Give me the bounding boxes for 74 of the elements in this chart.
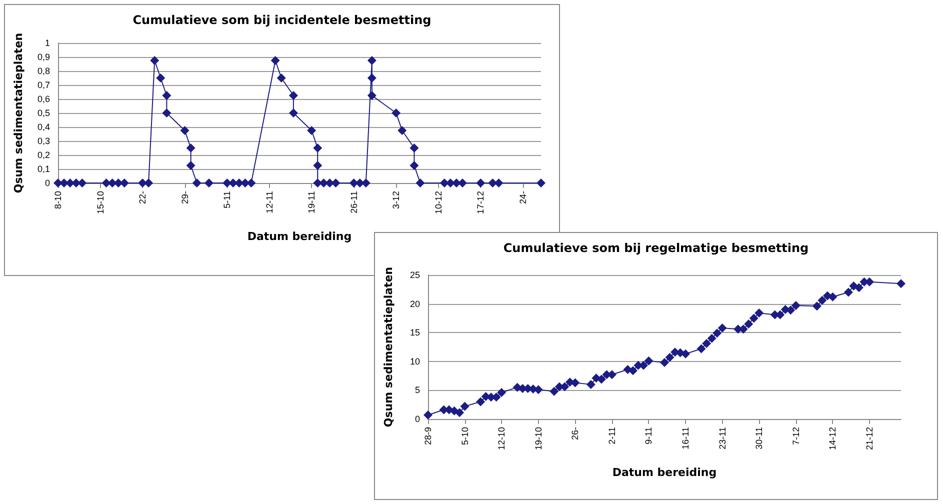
- x-tick-label: 2-11: [606, 427, 617, 444]
- y-tick-label: 15: [410, 328, 420, 338]
- point: [288, 91, 298, 100]
- chart-title: Cumulatieve som bij regelmatige besmetting: [503, 241, 809, 255]
- y-axis-title: Qsum sedimentatieplaten: [382, 266, 395, 428]
- x-tick-label: 19-11: [306, 191, 317, 214]
- y-tick-label: 0,6: [37, 94, 50, 104]
- x-tick-label: 12-10: [496, 427, 507, 450]
- point: [367, 74, 376, 82]
- x-axis-title: Datum bereiding: [247, 230, 352, 243]
- x-tick-label: 14-12: [828, 427, 838, 450]
- x-tick-label: 8-10: [53, 191, 63, 210]
- y-tick-label: 1: [44, 38, 50, 48]
- x-tick-label: 16-11: [680, 427, 691, 450]
- x-axis-title: Datum bereiding: [612, 466, 717, 479]
- point: [307, 126, 316, 135]
- y-tick-label: 0,3: [37, 136, 50, 146]
- x-tick-label: 5-11: [222, 191, 232, 208]
- y-tick-label: 0,5: [37, 108, 50, 118]
- point: [367, 91, 376, 100]
- y-tick-label: 0,9: [37, 52, 50, 62]
- y-tick-label: 10: [410, 356, 420, 366]
- point: [536, 178, 546, 188]
- y-tick-label: 0: [44, 178, 50, 188]
- y-tick-label: 20: [410, 298, 420, 309]
- point: [367, 56, 376, 65]
- x-tick-label: 24-: [518, 191, 528, 204]
- point: [150, 56, 160, 65]
- point: [162, 108, 172, 118]
- y-axis-title: Qsum sedimentatieplaten: [12, 32, 25, 194]
- y-tick-label: 0,1: [37, 164, 50, 174]
- y-tick-label: 0,8: [37, 66, 50, 76]
- point: [270, 56, 280, 65]
- y-tick-label: 0,7: [37, 80, 50, 90]
- x-tick-label: 29-: [180, 191, 190, 204]
- point: [398, 126, 407, 135]
- x-tick-label: 19-10: [533, 427, 544, 450]
- point: [410, 161, 419, 170]
- point: [410, 144, 419, 152]
- point: [313, 144, 322, 152]
- y-tick-label: 5: [414, 385, 420, 396]
- x-tick-label: 12-11: [264, 191, 274, 214]
- point: [192, 178, 202, 188]
- point: [392, 108, 401, 118]
- point: [204, 178, 214, 188]
- x-tick-label: 26-11: [348, 191, 359, 214]
- chart-title: Cumulatieve som bij incidentele besmetting: [132, 13, 432, 27]
- point: [186, 144, 196, 152]
- x-tick-label: 21-12: [864, 427, 874, 450]
- point: [276, 74, 286, 82]
- y-tick-label: 25: [410, 270, 420, 280]
- x-tick-label: 22-: [138, 191, 148, 204]
- point: [186, 161, 196, 170]
- x-tick-label: 10-12: [433, 191, 444, 214]
- y-tick-label: 0,4: [37, 122, 50, 132]
- x-tick-label: 30-11: [754, 427, 764, 450]
- x-tick-label: 3-12: [391, 191, 402, 210]
- x-tick-label: 28-9: [423, 427, 433, 446]
- y-tick-label: 0: [414, 414, 420, 424]
- point: [416, 178, 425, 188]
- x-tick-label: 17-12: [476, 191, 486, 214]
- x-tick-label: 26-: [570, 427, 580, 440]
- x-tick-label: 7-12: [790, 427, 801, 446]
- point: [288, 108, 298, 118]
- x-tick-label: 15-10: [95, 191, 106, 214]
- point: [156, 74, 166, 82]
- point: [162, 91, 172, 100]
- point: [180, 126, 190, 135]
- x-tick-label: 23-11: [717, 427, 728, 450]
- x-tick-label: 9-11: [644, 427, 654, 444]
- point: [476, 178, 486, 188]
- x-tick-label: 5-10: [460, 427, 470, 446]
- y-tick-label: 0,2: [37, 150, 50, 160]
- point: [313, 161, 322, 170]
